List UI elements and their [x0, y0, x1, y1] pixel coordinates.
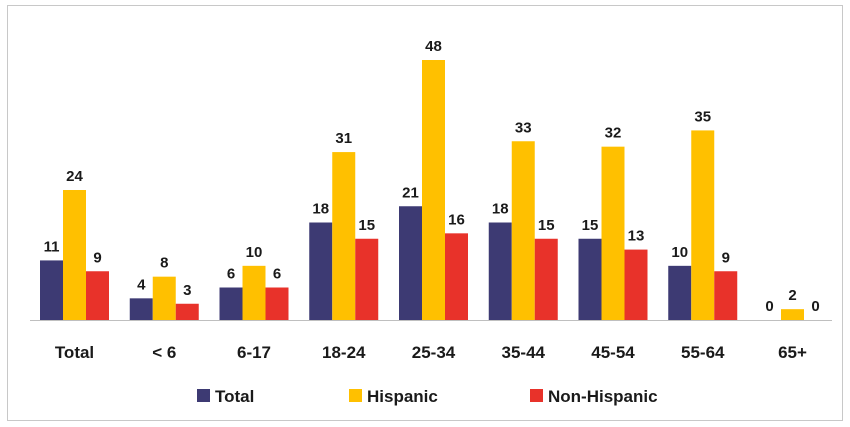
- bar-total-2: [219, 287, 243, 320]
- bar-hispanic-1: [152, 276, 176, 320]
- bar-non-hispanic-3: [355, 238, 379, 320]
- x-tick-label: 25-34: [412, 343, 456, 362]
- x-tick-label: 35-44: [502, 343, 546, 362]
- legend-label: Hispanic: [367, 387, 438, 406]
- bar-total-6: [578, 238, 602, 320]
- data-label: 48: [425, 38, 442, 55]
- data-label: 9: [722, 249, 730, 266]
- data-label: 33: [515, 119, 532, 136]
- legend-item-hispanic: Hispanic: [349, 387, 438, 406]
- bar-hispanic-7: [691, 130, 715, 320]
- bar-total-0: [40, 260, 63, 320]
- legend-label: Non-Hispanic: [548, 387, 658, 406]
- legend-swatch: [349, 389, 362, 402]
- x-tick-label: < 6: [152, 343, 176, 362]
- data-label: 4: [137, 276, 146, 293]
- data-label: 2: [788, 287, 796, 304]
- legend-item-non-hispanic: Non-Hispanic: [530, 387, 658, 406]
- data-label: 0: [765, 298, 773, 315]
- bar-total-3: [309, 222, 333, 320]
- legend-swatch: [197, 389, 210, 402]
- bar-total-1: [129, 298, 153, 320]
- data-label: 18: [312, 201, 329, 218]
- data-label: 32: [605, 125, 622, 142]
- data-label: 24: [66, 168, 83, 185]
- bar-total-4: [399, 206, 422, 320]
- bar-hispanic-3: [332, 152, 356, 320]
- data-label: 3: [183, 282, 191, 299]
- bar-non-hispanic-6: [624, 249, 648, 320]
- bar-non-hispanic-0: [86, 271, 109, 320]
- data-label: 9: [93, 249, 101, 266]
- data-label: 13: [628, 228, 645, 245]
- bar-hispanic-2: [242, 265, 266, 320]
- bar-total-5: [488, 222, 512, 320]
- data-label: 11: [44, 238, 60, 255]
- bar-hispanic-0: [63, 190, 86, 320]
- bar-hispanic-5: [511, 141, 535, 320]
- data-label: 6: [227, 266, 235, 283]
- data-label: 21: [402, 184, 419, 201]
- bar-hispanic-4: [422, 60, 445, 320]
- bar-non-hispanic-1: [175, 303, 199, 320]
- x-tick-label: 18-24: [322, 343, 366, 362]
- legend-item-total: Total: [197, 387, 254, 406]
- data-label: 0: [811, 298, 819, 315]
- bar-non-hispanic-7: [714, 271, 738, 320]
- legend-label: Total: [215, 387, 254, 406]
- data-label: 18: [492, 201, 509, 218]
- bar-total-7: [668, 265, 692, 320]
- data-label: 35: [694, 108, 711, 125]
- data-label: 15: [538, 217, 555, 234]
- x-tick-label: 55-64: [681, 343, 725, 362]
- bar-non-hispanic-4: [445, 233, 468, 320]
- x-tick-label: 45-54: [591, 343, 635, 362]
- bar-hispanic-8: [781, 309, 804, 320]
- legend-swatch: [530, 389, 543, 402]
- data-label: 6: [273, 266, 281, 283]
- data-label: 10: [246, 244, 263, 261]
- x-tick-label: Total: [55, 343, 94, 362]
- x-tick-label: 6-17: [237, 343, 271, 362]
- data-label: 15: [582, 217, 599, 234]
- data-label: 16: [448, 211, 465, 228]
- bar-hispanic-6: [601, 146, 625, 320]
- data-label: 15: [358, 217, 375, 234]
- data-label: 8: [160, 255, 168, 272]
- data-label: 10: [671, 244, 688, 261]
- bar-non-hispanic-5: [534, 238, 558, 320]
- data-label: 31: [335, 130, 352, 147]
- bar-non-hispanic-2: [265, 287, 289, 320]
- x-tick-label: 65+: [778, 343, 807, 362]
